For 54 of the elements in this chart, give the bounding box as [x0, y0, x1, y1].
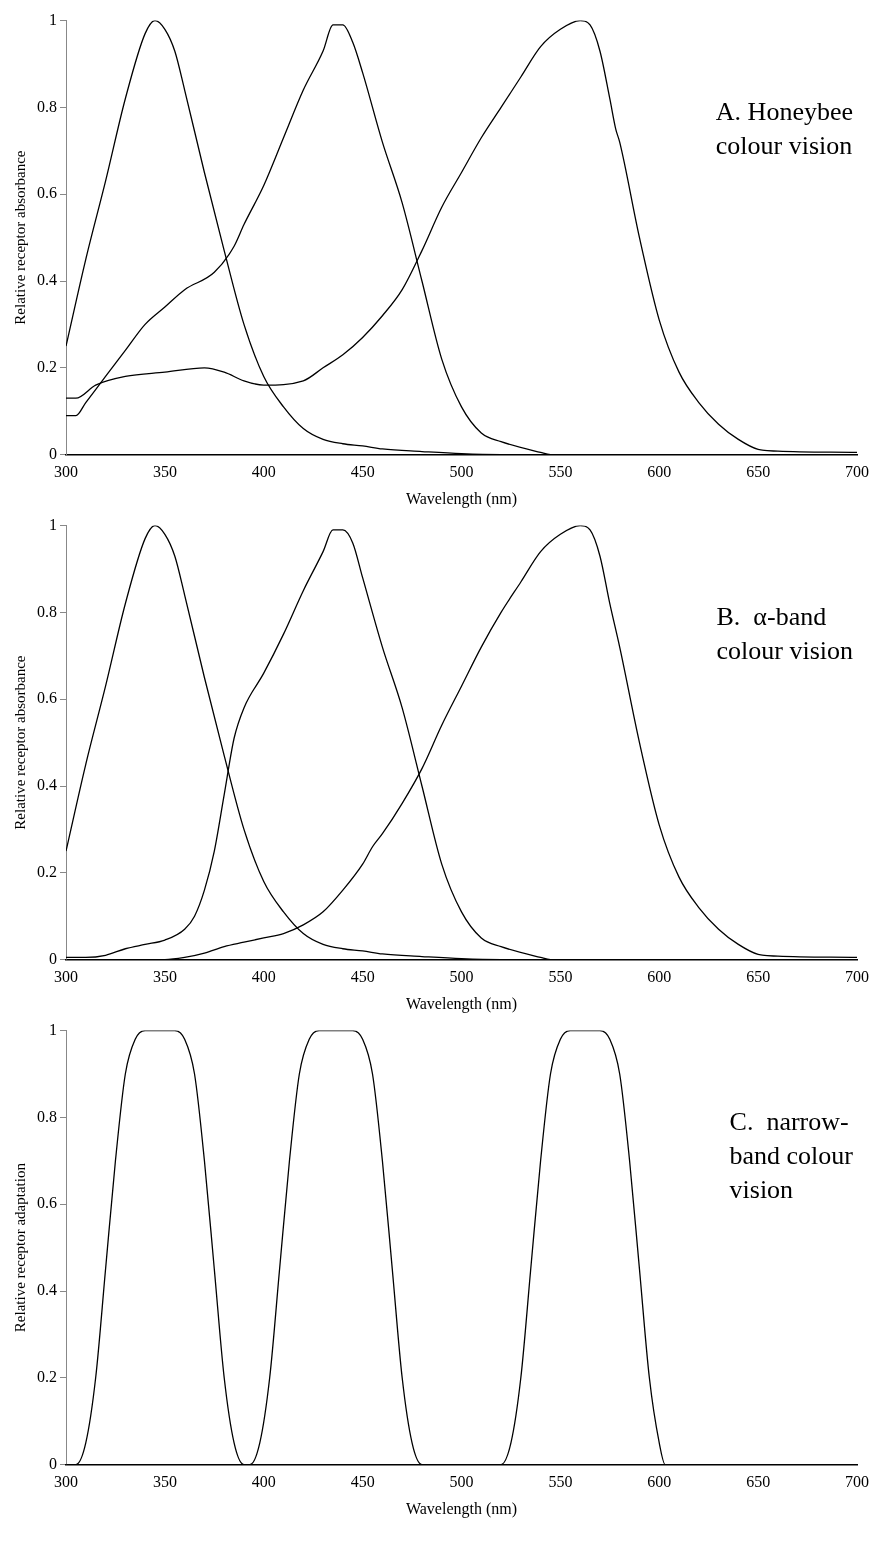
- y-axis-title: Relative receptor absorbance: [11, 150, 28, 325]
- y-tick-label: 0: [49, 949, 57, 967]
- y-tick-label: 0.8: [37, 97, 57, 115]
- x-tick-label: 650: [746, 463, 771, 481]
- y-tick-label: 1: [49, 515, 57, 533]
- x-tick-label: 600: [647, 1473, 672, 1491]
- x-tick-label: 350: [152, 968, 177, 986]
- y-tick-label: 0.4: [37, 1281, 57, 1299]
- y-axis-title: Relative receptor adaptation: [11, 1162, 28, 1333]
- x-tick-label: 400: [251, 463, 276, 481]
- x-tick-label: 450: [350, 463, 375, 481]
- y-tick-label: 1: [49, 10, 57, 28]
- x-tick-label: 500: [449, 1473, 474, 1491]
- y-tick-label: 0.6: [37, 184, 57, 202]
- y-tick-label: 0.2: [37, 358, 57, 375]
- annotation: C. narrow- band colour vision: [729, 1107, 854, 1205]
- x-tick-label: 450: [350, 1473, 375, 1491]
- x-tick-label: 600: [647, 968, 672, 986]
- y-tick-label: 1: [49, 1020, 57, 1038]
- x-tick-label: 600: [647, 463, 672, 481]
- x-tick-label: 300: [54, 968, 78, 986]
- y-tick-label: 0.4: [37, 271, 57, 289]
- x-tick-label: 300: [54, 463, 78, 481]
- y-tick-label: 0.8: [37, 1107, 57, 1125]
- y-tick-label: 0.6: [37, 1194, 57, 1212]
- x-tick-label: 350: [152, 463, 177, 481]
- x-tick-label: 500: [449, 463, 474, 481]
- y-tick-label: 0.6: [37, 689, 57, 707]
- y-tick-label: 0: [49, 444, 57, 462]
- annotation: B. α-band colour vision: [716, 602, 854, 666]
- y-tick-label: 0.2: [37, 1368, 57, 1385]
- y-tick-label: 0.4: [37, 776, 57, 794]
- y-tick-label: 0: [49, 1454, 57, 1472]
- x-tick-label: 650: [746, 968, 771, 986]
- y-tick-label: 0.2: [37, 863, 57, 880]
- x-tick-label: 450: [350, 968, 375, 986]
- x-axis-title: Wavelength (nm): [405, 1499, 518, 1518]
- x-tick-label: 500: [449, 968, 474, 986]
- x-tick-label: 700: [845, 1473, 869, 1491]
- x-tick-label: 400: [251, 968, 276, 986]
- x-axis-title: Wavelength (nm): [405, 994, 518, 1013]
- x-tick-label: 550: [548, 1473, 573, 1491]
- x-tick-label: 550: [548, 463, 573, 481]
- x-tick-label: 700: [845, 968, 869, 986]
- x-tick-label: 550: [548, 968, 573, 986]
- x-tick-label: 400: [251, 1473, 276, 1491]
- x-tick-label: 700: [845, 463, 869, 481]
- x-tick-label: 300: [54, 1473, 78, 1491]
- x-axis-title: Wavelength (nm): [405, 489, 518, 508]
- x-tick-label: 650: [746, 1473, 771, 1491]
- y-axis-title: Relative receptor absorbance: [11, 655, 28, 830]
- x-tick-label: 350: [152, 1473, 177, 1491]
- annotation: A. Honeybee colour vision: [715, 97, 854, 161]
- y-tick-label: 0.8: [37, 602, 57, 620]
